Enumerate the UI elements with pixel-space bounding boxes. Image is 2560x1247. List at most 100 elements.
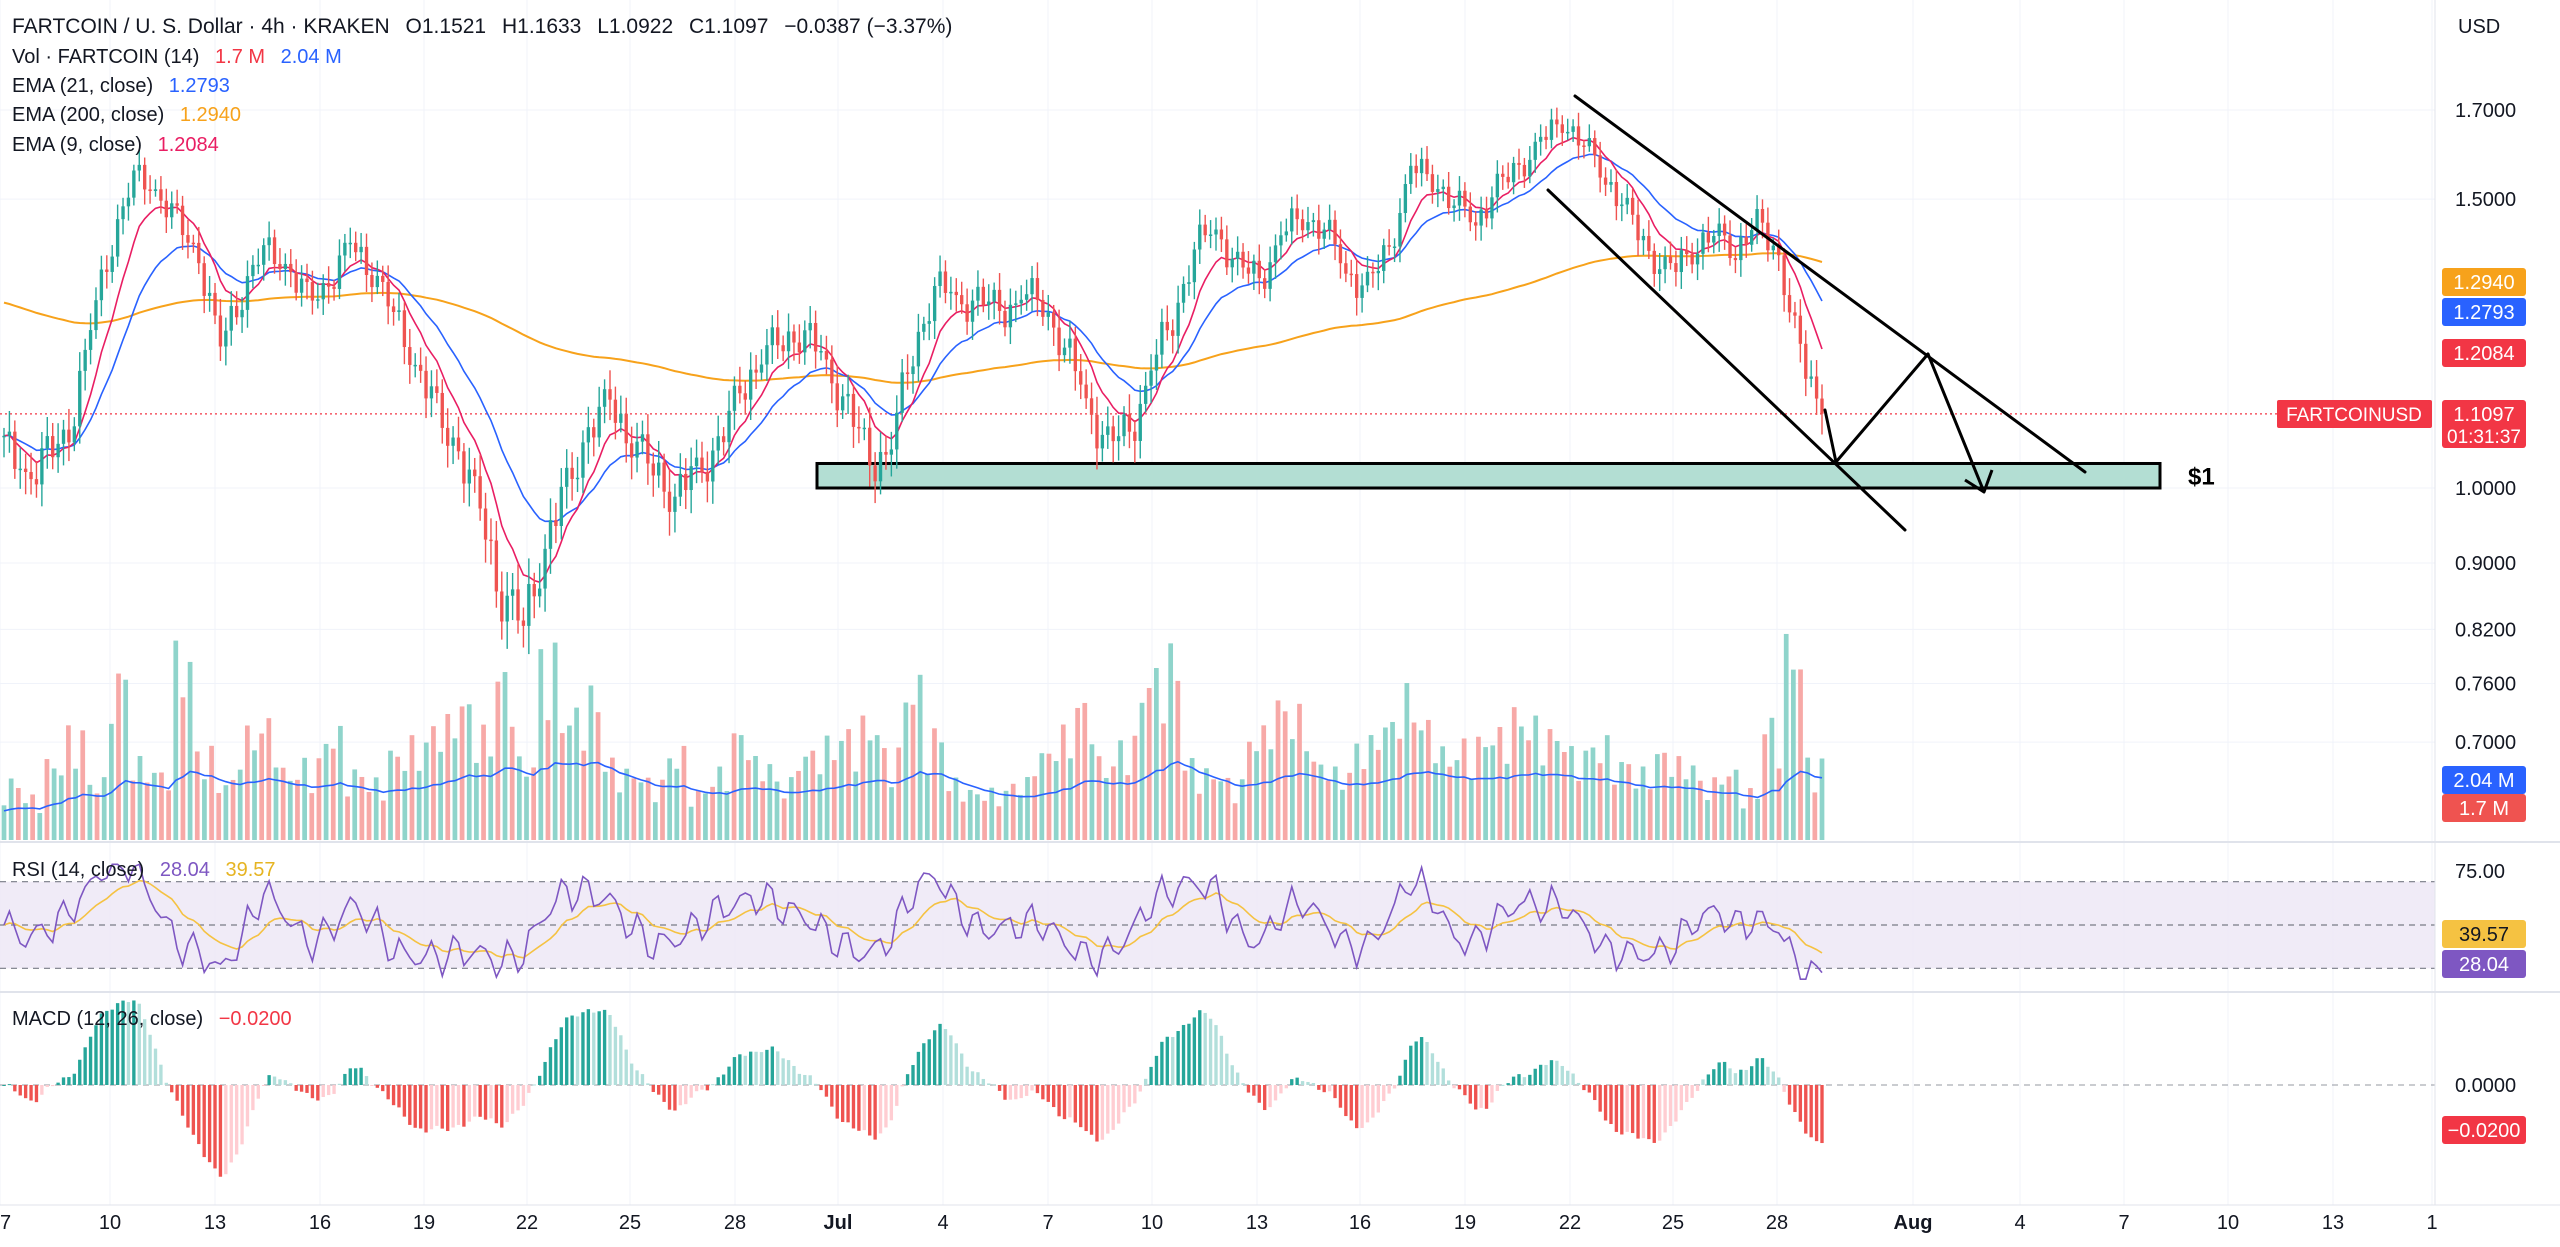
legend-ema21[interactable]: EMA (21, close) 1.2793 [12,71,240,101]
legend-ema9[interactable]: EMA (9, close) 1.2084 [12,130,229,160]
candle-body [1122,414,1126,437]
candle-body [1793,312,1797,316]
macd-bar [23,1085,28,1099]
legend-rsi[interactable]: RSI (14, close) 28.04 39.57 [12,855,286,885]
macd-bar [759,1052,764,1085]
macd-bar [830,1085,834,1107]
macd-bar [922,1043,926,1085]
candle-body [1517,162,1521,165]
macd-bar [1419,1037,1424,1085]
volume-bar [1354,743,1360,840]
candle-body [224,330,228,347]
candle-body [1349,273,1353,276]
candle-body [1030,278,1034,295]
macd-bar [554,1039,558,1085]
candle-body [1008,304,1013,328]
macd-bar [868,1085,872,1136]
candle-body [175,203,179,206]
macd-bar [916,1051,921,1085]
candle-body [1717,223,1721,237]
candle-body [1647,235,1651,251]
candle-body [451,437,455,446]
candle-body [613,399,618,423]
macd-bar [949,1035,953,1085]
candle-body [305,278,309,283]
macd-bar [943,1029,948,1085]
volume-bar [660,779,665,840]
macd-bar [987,1083,991,1085]
volume-bar [1490,745,1496,840]
projection-leg-3 [1926,352,1984,489]
candle-body [1187,282,1191,284]
macd-bar [1317,1085,1321,1090]
candle-body [283,263,288,269]
macd-bar [873,1085,877,1140]
candle-body [121,206,125,220]
candle-body [1571,126,1575,132]
candle-body [1685,250,1689,255]
macd-bar [402,1085,407,1117]
candle-body [1089,398,1094,415]
candle-body [738,385,742,394]
macd-bar [1538,1064,1543,1085]
volume-bar [30,794,35,840]
candle-body [1295,208,1299,220]
macd-bar [224,1085,228,1175]
volume-bar [237,769,243,840]
candle-body [110,256,114,272]
candle-body [1560,124,1564,133]
volume-bar [1748,788,1753,840]
volume-bar [731,733,737,840]
candle-body [1138,403,1142,441]
price-axis[interactable]: 1.7000 1.5000 1.0000 0.9000 0.8200 0.7600 0.70… [2455,100,2516,1097]
candle-body [1338,244,1343,264]
macd-bar [592,1012,596,1085]
macd-bar [1522,1077,1527,1085]
macd-bar [1804,1085,1808,1134]
currency-label[interactable]: USD [2458,16,2501,38]
macd-bar [364,1076,369,1085]
volume-bar [438,751,443,840]
candle-body [115,219,120,257]
candle-body [148,189,152,192]
macd-bar [1192,1017,1197,1085]
legend-volume-value: 1.7 M [215,46,266,68]
candle-body [1235,251,1240,259]
candle-body [1598,155,1602,178]
candle-body [792,331,796,343]
candle-body [694,457,699,467]
pane-dividers [0,0,2560,1206]
candle-body [548,520,553,549]
price-badge-bg [2442,339,2526,367]
volume-bar [252,750,257,840]
candle-body [1230,258,1234,268]
candle-body [1300,219,1305,231]
candle-body [1495,173,1500,198]
macd-bar [489,1085,493,1119]
volume-bar [273,767,279,840]
candle-body [1679,250,1683,273]
volume-bar [860,715,866,840]
macd-bar [1246,1085,1251,1093]
volume-bar [1697,780,1703,840]
volume-bar [552,642,558,840]
volume-bar [1683,779,1689,840]
legend-macd[interactable]: MACD (12, 26, close) −0.0200 [12,1004,302,1034]
candle-body [602,389,607,407]
macd-bar [1549,1060,1554,1085]
candle-body [1522,164,1527,177]
symbol-title[interactable]: FARTCOIN / U. S. Dollar · 4h · KRAKEN [12,15,390,38]
volume-bar [581,750,587,840]
volume-bar [130,780,136,840]
legend-ema200[interactable]: EMA (200, close) 1.2940 [12,100,251,130]
time-axis[interactable]: 7 10 13 16 19 22 25 28 Jul 4 7 10 13 16 19 22 25 28 Aug 4 7 1… [0,1212,2438,1234]
candle-body [1706,232,1711,243]
legend-volume[interactable]: Vol · FARTCOIN (14) 1.7 M 2.04 M [12,42,352,72]
volume-bar [423,742,429,840]
macd-bar [1409,1045,1413,1085]
time-tick-label: 4 [937,1212,948,1234]
macd-bar [1149,1066,1153,1085]
candle-body [1360,285,1364,298]
candle-body [343,242,347,256]
